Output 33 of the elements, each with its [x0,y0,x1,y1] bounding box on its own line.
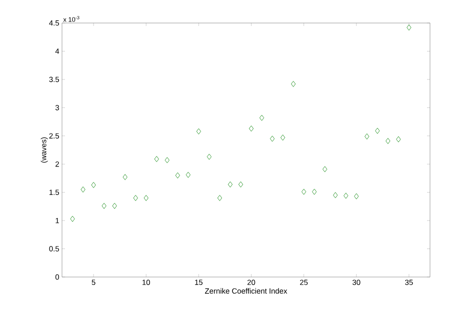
point [386,138,390,144]
point [122,174,128,180]
point [354,193,359,200]
point [175,172,180,178]
point [217,194,222,202]
point [301,188,306,195]
point [364,133,370,140]
point [196,128,202,134]
point [375,128,380,134]
point [270,136,275,142]
point [259,114,264,121]
point [91,182,96,188]
point [154,156,159,162]
point [80,186,86,193]
point [290,80,296,88]
point [322,166,328,172]
point [164,157,170,164]
point [133,194,138,202]
point [102,202,106,209]
point [248,126,254,132]
point [406,24,412,31]
point [228,181,233,188]
point [206,154,212,160]
point [312,188,317,195]
point [238,181,244,188]
point [396,136,401,142]
point [280,134,286,141]
point [186,172,191,178]
point [333,192,338,198]
point [344,192,348,199]
point [144,194,148,202]
point [112,202,117,209]
point [70,216,75,222]
